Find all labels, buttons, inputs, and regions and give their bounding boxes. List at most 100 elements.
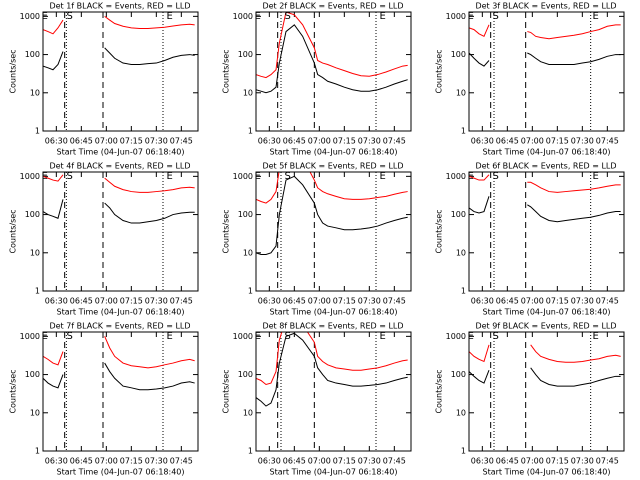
annotation: E bbox=[42, 11, 48, 22]
x-tick-label: 07:30 bbox=[145, 297, 168, 306]
annotation: E bbox=[167, 171, 173, 182]
x-axis-label: Start Time (04-Jun-07 06:18:40) bbox=[270, 148, 398, 157]
x-tick-label: 07:15 bbox=[120, 297, 143, 306]
x-tick-label: 06:45 bbox=[283, 297, 306, 306]
annotation: S bbox=[66, 331, 72, 342]
y-tick-label: 1000 bbox=[446, 12, 466, 21]
x-tick-label: 06:30 bbox=[471, 137, 494, 146]
data-line bbox=[469, 174, 490, 181]
plot-frame bbox=[255, 11, 412, 132]
x-tick-label: 06:30 bbox=[258, 137, 281, 146]
x-tick-label: 07:15 bbox=[546, 297, 569, 306]
x-tick-label: 07:30 bbox=[571, 297, 594, 306]
x-tick-label: 06:30 bbox=[471, 457, 494, 466]
annotation: E bbox=[468, 331, 474, 342]
data-line bbox=[527, 181, 621, 193]
y-tick-label: 1 bbox=[248, 127, 253, 136]
panel: Det 1f BLACK = Events, RED = LLD Counts/s… bbox=[9, 2, 199, 157]
x-tick-label: 07:00 bbox=[95, 457, 118, 466]
annotation: S bbox=[66, 11, 72, 22]
x-tick-label: 07:30 bbox=[358, 297, 381, 306]
chart-title: Det 1f BLACK = Events, RED = LLD bbox=[49, 2, 190, 11]
data-line bbox=[530, 367, 621, 387]
chart-title: Det 2f BLACK = Events, RED = LLD bbox=[262, 2, 403, 11]
chart-title: Det 5f BLACK = Events, RED = LLD bbox=[262, 162, 403, 171]
annotation: E bbox=[167, 331, 173, 342]
data-line bbox=[104, 362, 195, 391]
y-axis-label: Counts/sec bbox=[9, 209, 18, 253]
data-line bbox=[469, 52, 490, 67]
y-axis-label: Counts/sec bbox=[435, 369, 444, 413]
x-tick-label: 06:30 bbox=[471, 297, 494, 306]
y-tick-label: 100 bbox=[25, 370, 40, 379]
chart-title: Det 6f BLACK = Events, RED = LLD bbox=[475, 162, 616, 171]
panel: Det 4f BLACK = Events, RED = LLD Counts/s… bbox=[9, 162, 199, 317]
y-tick-label: 10 bbox=[30, 248, 40, 257]
y-tick-label: 100 bbox=[25, 210, 40, 219]
data-line bbox=[104, 15, 195, 30]
annotation: E bbox=[380, 11, 386, 22]
y-tick-label: 1 bbox=[248, 447, 253, 456]
x-tick-label: 06:45 bbox=[70, 457, 93, 466]
y-tick-label: 1 bbox=[35, 127, 40, 136]
x-tick-label: 06:45 bbox=[496, 457, 519, 466]
x-tick-label: 07:15 bbox=[333, 137, 356, 146]
x-tick-label: 07:30 bbox=[571, 137, 594, 146]
y-tick-label: 1 bbox=[461, 127, 466, 136]
x-tick-label: 07:15 bbox=[333, 297, 356, 306]
y-axis-label: Counts/sec bbox=[435, 49, 444, 93]
x-tick-label: 07:00 bbox=[308, 137, 331, 146]
x-tick-label: 06:30 bbox=[45, 457, 68, 466]
plot-frame bbox=[468, 331, 625, 452]
x-tick-label: 07:00 bbox=[308, 297, 331, 306]
data-line bbox=[104, 336, 195, 369]
annotation: E bbox=[380, 331, 386, 342]
plot-frame bbox=[42, 11, 199, 132]
x-tick-label: 07:45 bbox=[170, 137, 193, 146]
x-tick-label: 07:45 bbox=[596, 457, 619, 466]
annotation: E bbox=[167, 11, 173, 22]
data-line bbox=[469, 196, 490, 214]
annotation: E bbox=[42, 331, 48, 342]
data-line bbox=[527, 52, 621, 65]
y-tick-label: 10 bbox=[30, 408, 40, 417]
annotation: S bbox=[66, 171, 72, 182]
x-tick-label: 07:15 bbox=[120, 137, 143, 146]
data-line bbox=[104, 47, 195, 65]
y-axis-label: Counts/sec bbox=[222, 49, 231, 93]
x-tick-label: 06:30 bbox=[45, 297, 68, 306]
chart-title: Det 3f BLACK = Events, RED = LLD bbox=[475, 2, 616, 11]
y-tick-label: 10 bbox=[243, 88, 253, 97]
y-tick-label: 10 bbox=[456, 88, 466, 97]
y-axis-label: Counts/sec bbox=[435, 209, 444, 253]
y-tick-label: 1000 bbox=[446, 172, 466, 181]
x-tick-label: 06:30 bbox=[45, 137, 68, 146]
data-line bbox=[469, 370, 490, 384]
data-line bbox=[527, 24, 621, 40]
data-line bbox=[256, 172, 408, 204]
x-tick-label: 07:15 bbox=[333, 457, 356, 466]
y-axis-label: Counts/sec bbox=[9, 49, 18, 93]
panel: Det 5f BLACK = Events, RED = LLD Counts/s… bbox=[222, 162, 412, 317]
panel: Det 3f BLACK = Events, RED = LLD Counts/s… bbox=[435, 2, 625, 157]
panel: Det 6f BLACK = Events, RED = LLD Counts/s… bbox=[435, 162, 625, 317]
annotation: E bbox=[593, 171, 599, 182]
y-tick-label: 1 bbox=[35, 287, 40, 296]
x-axis-label: Start Time (04-Jun-07 06:18:40) bbox=[483, 308, 611, 317]
panel: Det 2f BLACK = Events, RED = LLD Counts/s… bbox=[222, 2, 412, 157]
data-line bbox=[256, 332, 408, 407]
y-tick-label: 1 bbox=[461, 447, 466, 456]
x-axis-label: Start Time (04-Jun-07 06:18:40) bbox=[483, 148, 611, 157]
x-tick-label: 07:00 bbox=[308, 457, 331, 466]
data-line bbox=[43, 374, 64, 389]
panel: Det 9f BLACK = Events, RED = LLD Counts/s… bbox=[435, 322, 625, 477]
plot-frame bbox=[255, 331, 412, 452]
annotation: E bbox=[380, 171, 386, 182]
x-axis-label: Start Time (04-Jun-07 06:18:40) bbox=[270, 468, 398, 477]
annotation: S bbox=[284, 11, 290, 22]
chart-title: Det 4f BLACK = Events, RED = LLD bbox=[49, 162, 190, 171]
y-tick-label: 1000 bbox=[20, 172, 40, 181]
data-line bbox=[256, 24, 408, 94]
x-tick-label: 07:30 bbox=[571, 457, 594, 466]
x-tick-label: 07:45 bbox=[170, 297, 193, 306]
